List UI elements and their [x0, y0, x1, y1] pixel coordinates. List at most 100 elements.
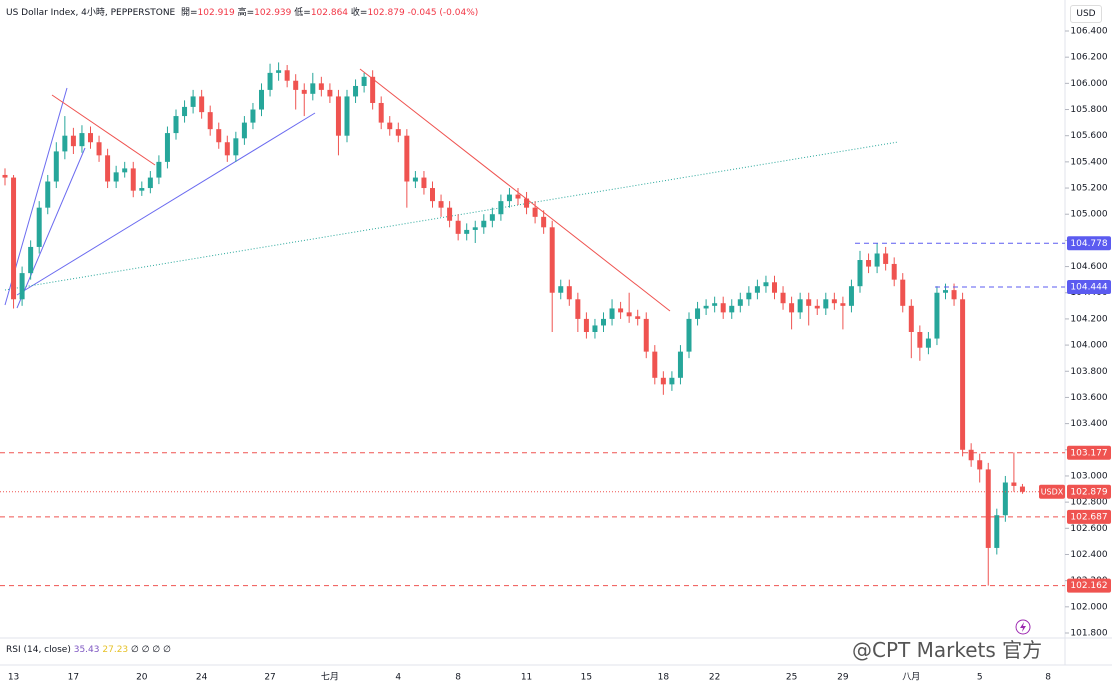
candle-body: [2, 174, 8, 178]
candle-body: [960, 299, 966, 450]
candle-body: [848, 286, 854, 306]
rsi-legend: RSI (14, close) 35.43 27.23 ∅ ∅ ∅ ∅: [6, 645, 171, 655]
y-tick-label: 102.400: [1070, 550, 1107, 560]
candle-body: [840, 303, 846, 306]
candle-body: [344, 96, 350, 136]
y-tick-label: 105.200: [1070, 184, 1107, 194]
y-tick-label: 104.200: [1070, 314, 1107, 324]
candle-body: [190, 96, 196, 107]
x-tick-label: 11: [521, 673, 532, 683]
candle-body: [207, 112, 213, 130]
candle-body: [669, 377, 675, 385]
currency-button[interactable]: USD: [1070, 5, 1102, 23]
candle-body: [199, 96, 205, 113]
candle-body: [318, 83, 324, 90]
change: -0.045 (-0.04%): [407, 8, 479, 18]
candle-body: [925, 338, 931, 348]
candle-body: [1002, 482, 1008, 516]
ohlc-value: 102.864: [310, 8, 349, 18]
candle-body: [831, 299, 837, 304]
candle-body: [404, 135, 410, 182]
candle-body: [806, 299, 812, 306]
candle-body: [677, 351, 683, 378]
candle-body: [250, 109, 256, 123]
candle-body: [729, 305, 735, 313]
candle-body: [370, 76, 376, 103]
candle-body: [866, 260, 872, 267]
y-tick-label: 105.800: [1070, 105, 1107, 115]
candle-body: [720, 303, 726, 313]
candle-body: [524, 198, 530, 208]
x-tick-label: 29: [837, 673, 849, 683]
candle-body: [310, 83, 316, 94]
candle-body: [558, 286, 564, 293]
x-tick-label: 8: [1045, 673, 1051, 683]
candle-body: [549, 227, 555, 293]
candle-body: [284, 70, 290, 81]
candle-body: [575, 299, 581, 319]
x-tick-label: 17: [68, 673, 79, 683]
candle-body: [712, 303, 718, 306]
watermark: @CPT Markets 官方: [852, 638, 1043, 662]
candle-body: [276, 70, 282, 73]
candle-body: [883, 253, 889, 264]
candle-body: [814, 305, 820, 309]
candle-body: [224, 142, 230, 156]
candle-body: [891, 263, 897, 280]
candle-body: [943, 290, 948, 293]
candle-body: [147, 177, 153, 189]
candle-body: [609, 308, 615, 319]
x-tick-label: 八月: [902, 672, 920, 683]
candle-body: [934, 292, 940, 339]
y-tick-label: 106.000: [1070, 79, 1107, 89]
trendline: [51, 94, 156, 166]
candle-body: [951, 290, 957, 300]
ohlc-label: 低=: [294, 8, 311, 18]
candle-body: [335, 96, 341, 136]
y-tick-label: 101.800: [1070, 629, 1107, 639]
y-tick-label: 105.400: [1070, 157, 1107, 167]
x-tick-label: 22: [709, 673, 720, 683]
candle-body: [772, 282, 777, 293]
candle-body: [917, 332, 923, 348]
candle-body: [70, 135, 76, 147]
candle-body: [11, 177, 17, 300]
y-tick-label: 103.800: [1070, 367, 1107, 377]
last-price-label: 102.879: [1070, 487, 1107, 497]
candle-body: [464, 229, 470, 234]
y-tick-label: 104.600: [1070, 262, 1107, 272]
x-tick-label: 15: [581, 673, 592, 683]
candle-body: [583, 318, 589, 332]
symbol: US Dollar Index, 4小時, PEPPERSTONE: [6, 8, 176, 18]
candle-body: [447, 207, 453, 221]
candle-body: [506, 194, 512, 202]
ohlc-value: 102.939: [254, 8, 292, 18]
candle-body: [652, 351, 658, 378]
x-tick-label: 20: [136, 673, 148, 683]
candle-body: [267, 72, 273, 90]
y-tick-label: 104.000: [1070, 341, 1107, 351]
candle-body: [566, 286, 572, 300]
candle-body: [908, 305, 914, 332]
candle-body: [36, 207, 42, 247]
candle-body: [601, 318, 606, 326]
candle-body: [130, 168, 136, 191]
trendline: [359, 68, 671, 312]
candle-body: [968, 449, 974, 461]
x-tick-label: 18: [658, 673, 670, 683]
candle-body: [455, 220, 461, 234]
level-label: 104.778: [1070, 239, 1107, 249]
last-price-box: [1067, 484, 1111, 499]
candle-body: [472, 227, 478, 230]
candle-body: [113, 172, 119, 182]
y-tick-label: 102.000: [1070, 602, 1107, 612]
level-label: 102.687: [1070, 512, 1107, 522]
ohlc-label: 高=: [237, 8, 255, 18]
candle-body: [1019, 486, 1025, 492]
candle-body: [122, 168, 128, 173]
trendline: [4, 141, 899, 291]
candle-body: [233, 138, 239, 156]
candle-body: [618, 308, 624, 313]
candle-body: [532, 207, 538, 217]
